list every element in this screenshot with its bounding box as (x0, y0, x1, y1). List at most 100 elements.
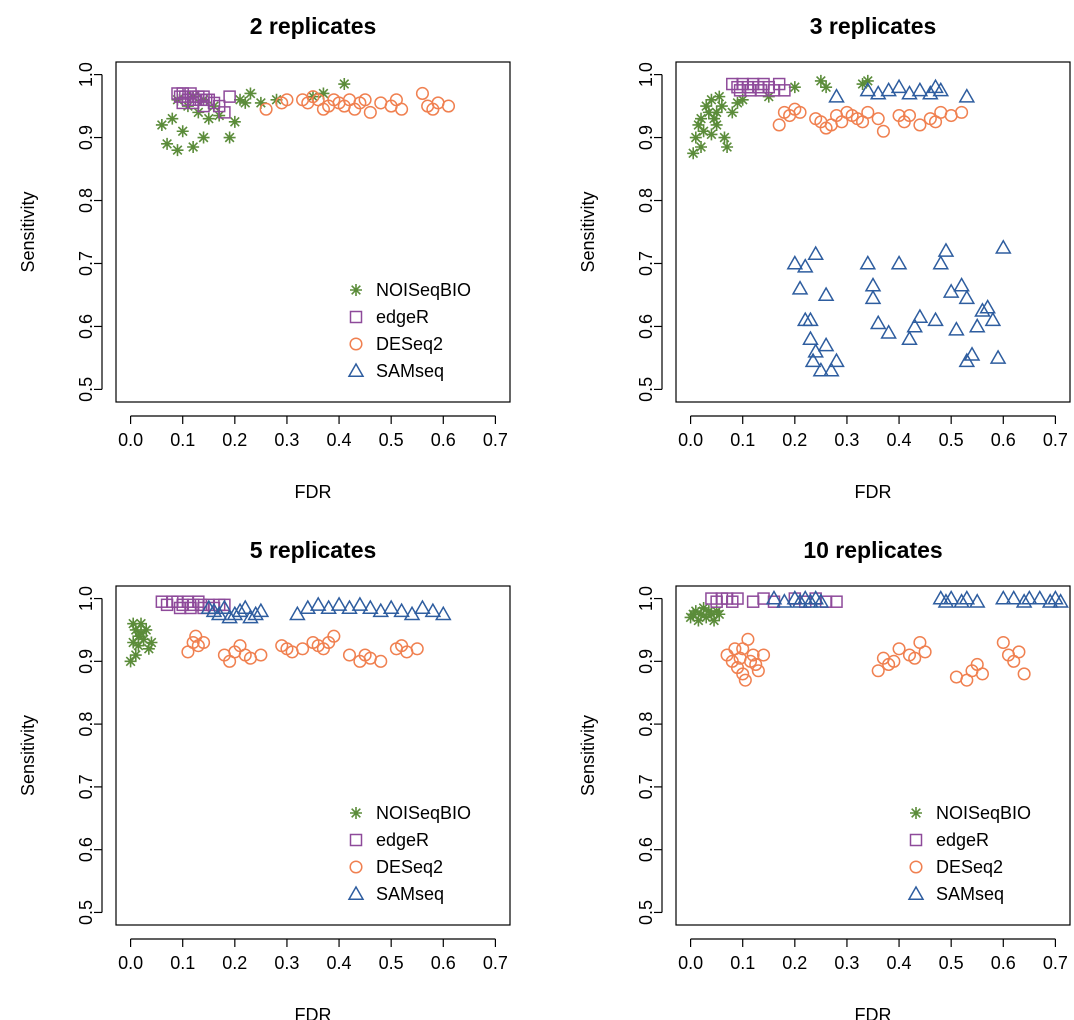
data-point (793, 105, 807, 119)
scatter-panel-4: 10 replicates 0.0 0.1 0.2 0.3 0.4 0.5 0.6 0.7 FDR… (578, 537, 1071, 1020)
data-point (309, 596, 327, 611)
data-point (994, 239, 1012, 254)
data-point (942, 590, 960, 605)
x-tick-label: 0.5 (379, 430, 404, 450)
data-point (812, 362, 830, 377)
y-axis-label: Sensitivity (578, 191, 598, 272)
data-point (184, 601, 197, 615)
data-point (788, 81, 801, 94)
legend-marker (349, 860, 363, 874)
data-point (1005, 590, 1023, 605)
data-point (918, 645, 932, 659)
data-point (736, 667, 750, 681)
x-axis-label: FDR (855, 482, 892, 502)
data-point (244, 87, 257, 100)
data-point (880, 324, 897, 339)
data-point (197, 131, 210, 144)
data-point (296, 642, 310, 656)
data-point (692, 614, 705, 627)
x-tick-label: 0.1 (170, 430, 195, 450)
x-tick-label: 0.3 (274, 430, 299, 450)
data-point (953, 277, 970, 292)
data-point (197, 635, 211, 650)
data-point (155, 118, 168, 131)
data-point (746, 595, 760, 608)
data-point (948, 321, 965, 336)
data-point (700, 100, 713, 113)
data-point (979, 299, 996, 314)
y-tick-label: 1.0 (636, 62, 656, 87)
y-tick-label: 0.9 (636, 649, 656, 674)
legend-marker (349, 337, 363, 351)
data-point (751, 664, 765, 678)
legend-marker (347, 362, 365, 377)
data-point (689, 131, 702, 144)
y-tick-label: 0.7 (636, 774, 656, 799)
data-point (963, 346, 981, 361)
data-point (1012, 645, 1026, 659)
data-point (192, 106, 205, 119)
data-point (708, 614, 721, 627)
data-point (974, 302, 991, 317)
series-noiseqbio (687, 74, 874, 160)
data-point (968, 317, 986, 333)
data-point (713, 608, 726, 621)
y-tick-label: 0.8 (636, 188, 656, 213)
data-point (374, 654, 388, 668)
plot-frame (115, 585, 511, 926)
data-point (247, 605, 264, 621)
data-point (713, 90, 726, 103)
data-point (702, 106, 715, 119)
x-tick-label: 0.5 (939, 430, 964, 450)
data-point (189, 629, 203, 643)
data-point (765, 590, 783, 605)
data-point (1052, 593, 1069, 608)
x-tick-label: 0.4 (327, 430, 352, 450)
data-point (721, 141, 734, 153)
y-axis-label: Sensitivity (18, 715, 38, 796)
data-point (754, 84, 768, 97)
y-tick-label: 0.5 (636, 900, 656, 925)
data-point (705, 128, 718, 141)
data-point (736, 93, 749, 106)
legend-marker (907, 885, 925, 900)
data-point (239, 96, 252, 109)
data-point (708, 112, 721, 125)
y-tick-label: 0.6 (76, 314, 96, 339)
plot-frame (675, 585, 1071, 926)
x-tick-label: 0.6 (431, 430, 456, 450)
data-point (762, 90, 775, 103)
data-point (280, 93, 294, 107)
series-deseq2 (772, 102, 969, 138)
data-point (953, 593, 970, 608)
data-point (124, 655, 137, 668)
legend-marker (349, 833, 363, 847)
y-tick-label: 0.5 (76, 377, 96, 402)
data-point (132, 639, 145, 652)
data-point (166, 112, 179, 125)
data-point (746, 648, 760, 662)
data-point (358, 93, 372, 107)
data-point (804, 352, 822, 368)
data-point (869, 84, 887, 100)
data-point (223, 131, 236, 144)
data-point (968, 593, 986, 608)
data-point (820, 81, 833, 94)
data-point (173, 601, 187, 615)
legend-marker (350, 284, 362, 296)
data-point (254, 648, 268, 662)
series-deseq2 (720, 632, 1031, 687)
data-point (145, 636, 158, 649)
plot-frame (675, 61, 1071, 403)
data-point (135, 617, 148, 630)
y-tick-label: 0.6 (636, 314, 656, 339)
data-point (802, 330, 819, 346)
data-point (1041, 593, 1059, 608)
x-tick-label: 0.5 (939, 953, 964, 973)
data-point (692, 118, 705, 131)
data-point (687, 147, 700, 160)
data-point (958, 590, 976, 605)
x-tick-label: 0.3 (834, 430, 859, 450)
data-point (695, 112, 708, 125)
